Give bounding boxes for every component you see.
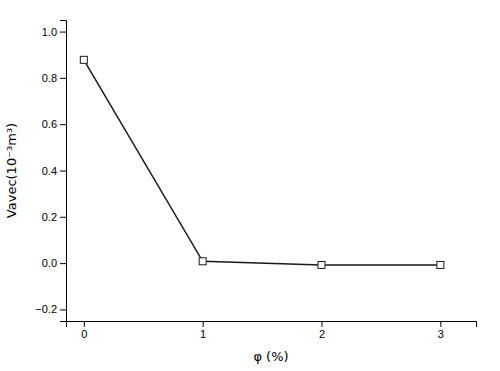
x-tick: 0 [81, 321, 87, 340]
marker [437, 261, 444, 268]
y-tick-mark [60, 32, 66, 33]
y-tick: 0.2 [42, 211, 66, 223]
x-tick: 3 [438, 321, 444, 340]
x-tick-label: 0 [81, 328, 87, 340]
y-axis: −0.2 0.0 0.2 0.4 0.6 0.8 1.0 [35, 21, 66, 322]
x-tick-mark [322, 321, 323, 327]
plot: 0 1 2 3 −0.2 0.0 0.2 0.4 0.6 0.8 1.0 [35, 21, 476, 340]
y-tick-label: 0.0 [42, 257, 57, 269]
y-tick-label: 0.2 [42, 211, 57, 223]
x-tick: 1 [200, 321, 206, 340]
x-axis: 0 1 2 3 [67, 321, 477, 340]
y-axis-title: Vavec(10⁻³m³) [4, 123, 19, 218]
y-tick-label: 0.8 [42, 72, 57, 84]
x-tick-label: 3 [438, 328, 444, 340]
line [84, 60, 441, 265]
data-layer [80, 56, 444, 268]
y-tick-label: −0.2 [35, 303, 57, 315]
marker [318, 261, 325, 268]
y-tick-label: 0.6 [42, 118, 57, 130]
y-tick: 0.4 [42, 165, 66, 177]
x-tick-mark [84, 321, 85, 327]
x-tick-mark [203, 321, 204, 327]
y-tick-mark [60, 217, 66, 218]
y-tick-mark [60, 124, 66, 125]
x-tick-label: 1 [200, 328, 206, 340]
y-tick-label: 0.4 [42, 165, 57, 177]
y-tick-label: 1.0 [42, 26, 57, 38]
x-tick-label: 2 [319, 328, 325, 340]
marker [199, 258, 206, 265]
x-tick: 2 [319, 321, 325, 340]
x-tick-mark [440, 321, 441, 327]
y-tick: 0.6 [42, 118, 66, 130]
y-tick: −0.2 [35, 303, 66, 315]
chart: 0 1 2 3 −0.2 0.0 0.2 0.4 0.6 0.8 1.0 φ (%) Vavec(10⁻… [0, 0, 500, 371]
y-tick-mark [60, 78, 66, 79]
y-tick: 0.0 [42, 257, 66, 269]
marker [80, 56, 87, 63]
x-axis-title: φ (%) [253, 349, 288, 364]
y-axis-line [60, 21, 67, 322]
y-tick: 0.8 [42, 72, 66, 84]
x-axis-line [67, 322, 477, 328]
y-tick: 1.0 [42, 26, 66, 38]
y-tick-mark [60, 309, 66, 310]
y-tick-mark [60, 263, 66, 264]
y-tick-mark [60, 171, 66, 172]
